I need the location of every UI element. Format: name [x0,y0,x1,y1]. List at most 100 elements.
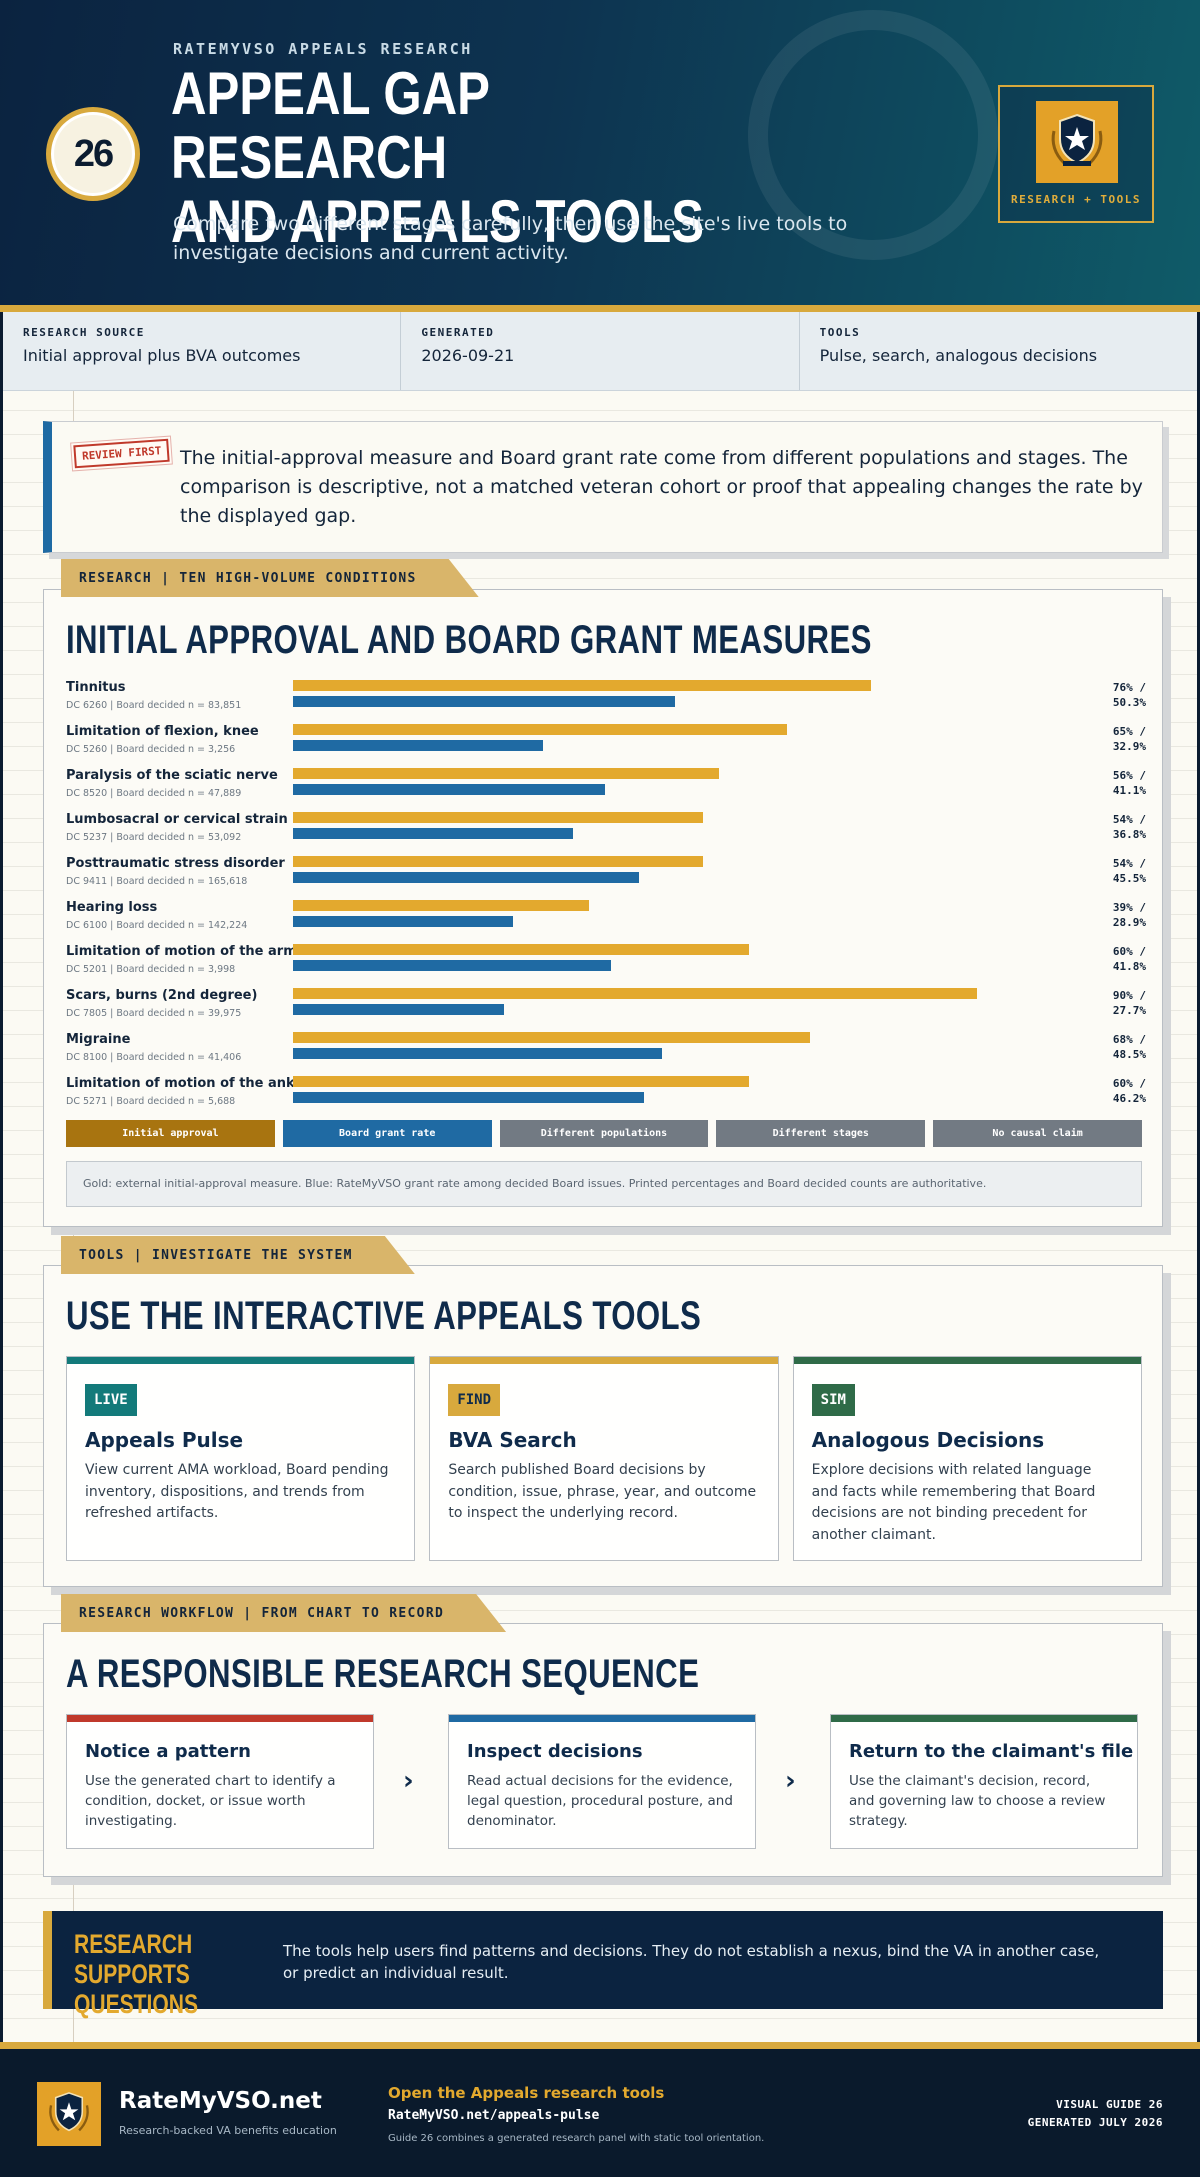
title-line-2: AND APPEALS TOOLS [171,188,705,255]
step-title: Inspect decisions [467,1741,643,1762]
footer: RateMyVSO.net Research-backed VA benefit… [0,2042,1200,2177]
value-label: 54% / 45.5% [1113,856,1146,886]
workflow-panel: A RESPONSIBLE RESEARCH SEQUENCE Notice a… [43,1623,1163,1877]
logo-box: RESEARCH + TOOLS [998,85,1154,223]
chart-note: Gold: external initial-approval measure.… [66,1161,1142,1207]
value-label: 56% / 41.1% [1113,768,1146,798]
condition-label: Hearing loss [66,900,158,915]
tool-card-appeals-pulse[interactable]: LIVE Appeals Pulse View current AMA work… [66,1356,416,1561]
callout-body: The tools help users find patterns and d… [283,1942,1100,1982]
notice-text: The initial-approval measure and Board g… [180,447,1143,527]
review-notice: REVIEW FIRST The initial-approval measur… [43,421,1163,553]
shield-star-emblem-icon [1036,101,1118,183]
chart-row: Posttraumatic stress disorder DC 9411 | B… [66,856,1146,900]
step-inspect-decisions: Inspect decisions Read actual decisions … [448,1714,756,1849]
tool-cards: LIVE Appeals Pulse View current AMA work… [66,1356,1142,1561]
card-accent [67,1357,415,1364]
meta-value: 2026-09-21 [421,346,515,365]
condition-subtitle: DC 6100 | Board decided n = 142,224 [66,920,248,931]
callout-heading: RESEARCH SUPPORTS QUESTIONS [74,1929,199,2019]
initial-approval-bar [293,680,871,691]
step-description: Read actual decisions for the evidence, … [467,1773,733,1829]
chart-row: Paralysis of the sciatic nerve DC 8520 | … [66,768,1146,812]
chart-row: Lumbosacral or cervical strain DC 5237 | … [66,812,1146,856]
board-grant-value: 41.8% [1112,960,1146,973]
research-tag: RESEARCH | TEN HIGH-VOLUME CONDITIONS [61,559,479,597]
tools-panel: USE THE INTERACTIVE APPEALS TOOLS LIVE A… [43,1265,1163,1587]
initial-approval-value: 60% / [1112,945,1146,958]
meta-value: Initial approval plus BVA outcomes [23,346,301,365]
card-title: Analogous Decisions [811,1428,1045,1452]
research-heading: INITIAL APPROVAL AND BOARD GRANT MEASURE… [66,618,872,662]
value-label: 76% / 50.3% [1113,680,1146,710]
value-label: 54% / 36.8% [1113,812,1146,842]
initial-approval-value: 56% / [1112,769,1146,782]
initial-approval-value: 54% / [1112,813,1146,826]
card-accent [430,1357,778,1364]
condition-subtitle: DC 5201 | Board decided n = 3,998 [66,964,236,975]
board-grant-value: 46.2% [1112,1092,1146,1105]
initial-approval-bar [293,988,977,999]
condition-subtitle: DC 5271 | Board decided n = 5,688 [66,1096,236,1107]
chart-row: Limitation of motion of the arm DC 5201 |… [66,944,1146,988]
guide-number-badge: 26 [46,107,140,201]
board-grant-value: 50.3% [1112,696,1146,709]
condition-label: Lumbosacral or cervical strain [66,812,288,827]
workflow-tag: RESEARCH WORKFLOW | FROM CHART TO RECORD [61,1594,506,1632]
legend-initial-approval: Initial approval [66,1120,275,1147]
card-description: Explore decisions with related language … [811,1462,1096,1543]
footer-link-heading: Open the Appeals research tools [388,2084,665,2102]
board-grant-value: 41.1% [1112,784,1146,797]
board-grant-bar [293,740,544,751]
condition-subtitle: DC 8520 | Board decided n = 47,889 [66,788,242,799]
condition-label: Migraine [66,1032,131,1047]
legend-different-populations: Different populations [499,1120,709,1147]
title-line-1: APPEAL GAP RESEARCH [171,60,490,191]
shield-star-emblem-icon [37,2082,101,2146]
card-description: Search published Board decisions by cond… [448,1462,757,1521]
meta-strip: RESEARCH SOURCE Initial approval plus BV… [3,312,1197,391]
initial-approval-bar [293,812,704,823]
logo-label: RESEARCH + TOOLS [1011,193,1141,206]
chart-legend: Initial approval Board grant rate Differ… [66,1120,1142,1147]
condition-subtitle: DC 7805 | Board decided n = 39,975 [66,1008,242,1019]
meta-research-source: RESEARCH SOURCE Initial approval plus BV… [3,312,402,390]
find-pill: FIND [448,1384,501,1416]
footer-tagline: Research-backed VA benefits education [119,2124,337,2137]
value-label: 65% / 32.9% [1113,724,1146,754]
meta-tools: TOOLS Pulse, search, analogous decisions [800,312,1197,390]
tool-card-analogous-decisions[interactable]: SIM Analogous Decisions Explore decision… [792,1356,1142,1561]
initial-approval-bar [293,944,749,955]
appeals-pulse-link[interactable]: RateMyVSO.net/appeals-pulse [388,2108,600,2123]
research-panel: INITIAL APPROVAL AND BOARD GRANT MEASURE… [43,589,1163,1227]
board-grant-bar [293,1092,645,1103]
step-accent [449,1715,755,1722]
chevron-right-icon: › [785,1766,796,1796]
condition-subtitle: DC 6260 | Board decided n = 83,851 [66,700,242,711]
board-grant-bar [293,1004,504,1015]
tool-card-bva-search[interactable]: FIND BVA Search Search published Board d… [429,1356,779,1561]
value-label: 90% / 27.7% [1113,988,1146,1018]
condition-label: Posttraumatic stress disorder [66,856,285,871]
board-grant-bar [293,696,676,707]
value-label: 39% / 28.9% [1113,900,1146,930]
condition-label: Limitation of motion of the ankle [66,1076,308,1091]
eyebrow: RATEMYVSO APPEALS RESEARCH [173,40,473,58]
initial-approval-bar [293,856,704,867]
initial-approval-value: 68% / [1112,1033,1146,1046]
chart-row: Migraine DC 8100 | Board decided n = 41,4… [66,1032,1146,1076]
condition-subtitle: DC 8100 | Board decided n = 41,406 [66,1052,242,1063]
condition-label: Paralysis of the sciatic nerve [66,768,278,783]
value-label: 60% / 41.8% [1113,944,1146,974]
card-title: Appeals Pulse [85,1428,244,1452]
board-grant-value: 45.5% [1112,872,1146,885]
initial-approval-value: 90% / [1112,989,1146,1002]
board-grant-value: 28.9% [1112,916,1146,929]
step-title: Return to the claimant's file [849,1741,1134,1762]
condition-label: Scars, burns (2nd degree) [66,988,258,1003]
callout-banner: RESEARCH SUPPORTS QUESTIONS The tools he… [43,1911,1163,2019]
board-grant-bar [293,784,606,795]
header: 26 RATEMYVSO APPEALS RESEARCH APPEAL GAP… [0,0,1200,305]
footer-divider [0,2042,1200,2049]
legend-different-stages: Different stages [716,1120,926,1147]
